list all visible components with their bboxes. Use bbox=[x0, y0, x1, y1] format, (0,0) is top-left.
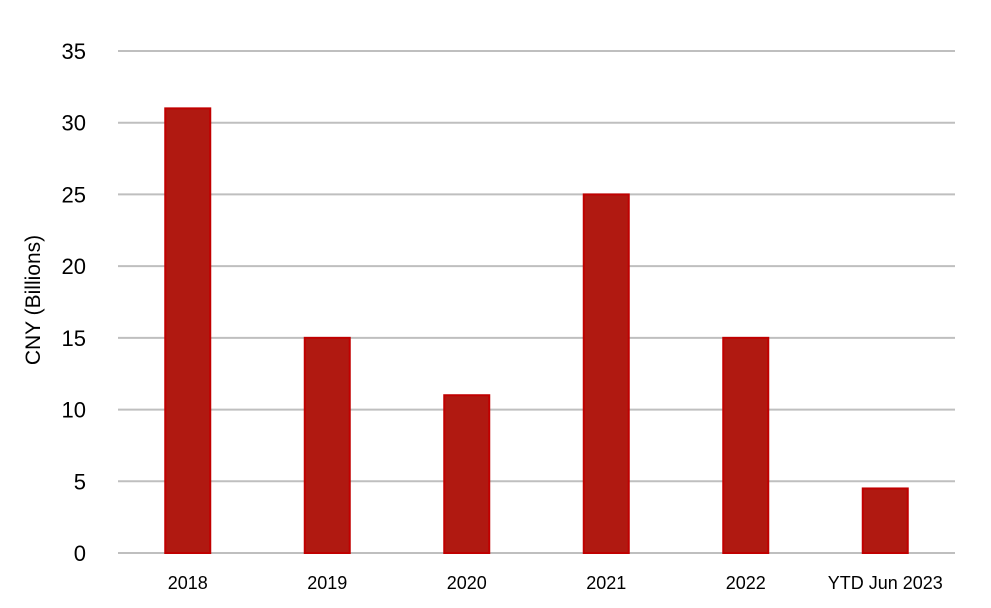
x-tick-label: 2022 bbox=[726, 573, 766, 593]
y-axis-label: CNY (Billions) bbox=[22, 235, 45, 365]
bar-2018 bbox=[164, 107, 212, 554]
x-tick-labels: 2018 2019 2020 2021 2022 YTD Jun 2023 bbox=[168, 573, 943, 593]
x-tick-label: 2020 bbox=[447, 573, 487, 593]
y-tick-labels: 0 5 10 15 20 25 30 35 bbox=[62, 39, 86, 566]
bar-2021 bbox=[582, 193, 630, 555]
y-tick-label: 20 bbox=[62, 254, 86, 279]
y-tick-label: 35 bbox=[62, 39, 86, 64]
y-tick-label: 25 bbox=[62, 182, 86, 207]
bar-2019 bbox=[303, 336, 351, 554]
bar-2022 bbox=[722, 336, 770, 554]
y-tick-label: 0 bbox=[74, 541, 86, 566]
bar-2020 bbox=[443, 394, 491, 554]
y-tick-label: 5 bbox=[74, 469, 86, 494]
bars bbox=[164, 107, 909, 555]
x-tick-label: 2021 bbox=[586, 573, 626, 593]
gridlines bbox=[118, 50, 955, 554]
y-tick-label: 10 bbox=[62, 398, 86, 423]
x-tick-label: 2019 bbox=[307, 573, 347, 593]
y-tick-label: 15 bbox=[62, 326, 86, 351]
x-tick-label: 2018 bbox=[168, 573, 208, 593]
x-tick-label: YTD Jun 2023 bbox=[828, 573, 943, 593]
bar-ytd-jun-2023 bbox=[861, 487, 909, 555]
y-tick-label: 30 bbox=[62, 111, 86, 136]
